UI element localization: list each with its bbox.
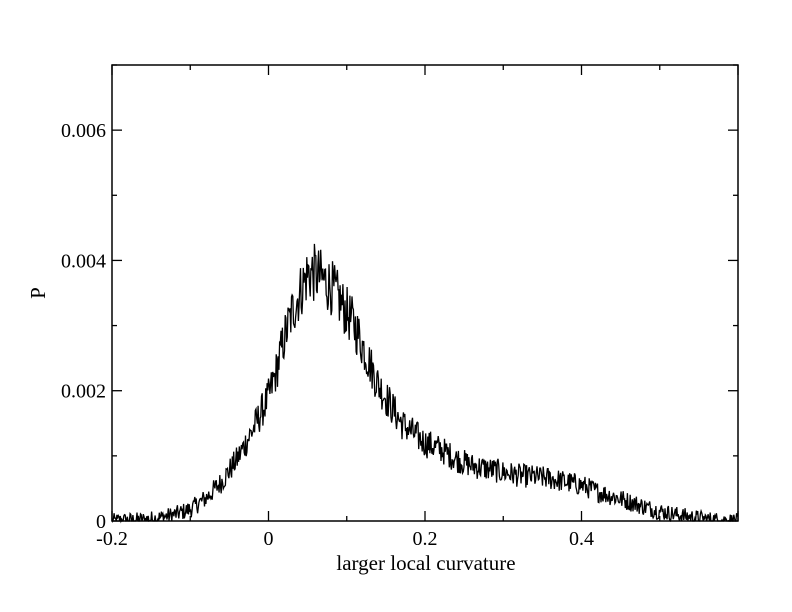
y-tick-label: 0.004 <box>61 250 106 272</box>
x-axis-label: larger local curvature <box>336 551 515 575</box>
y-tick-label: 0.002 <box>61 381 106 403</box>
ticks <box>111 64 739 522</box>
y-axis-label: P <box>26 287 50 299</box>
y-tick-label: 0.006 <box>61 120 106 142</box>
y-tick-label: 0 <box>96 511 106 533</box>
data-curve <box>111 243 739 524</box>
x-tick-label: 0 <box>264 528 274 550</box>
x-tick-label: 0.4 <box>569 528 594 550</box>
x-tick-label: -0.2 <box>96 528 128 550</box>
x-tick-label: 0.2 <box>413 528 438 550</box>
